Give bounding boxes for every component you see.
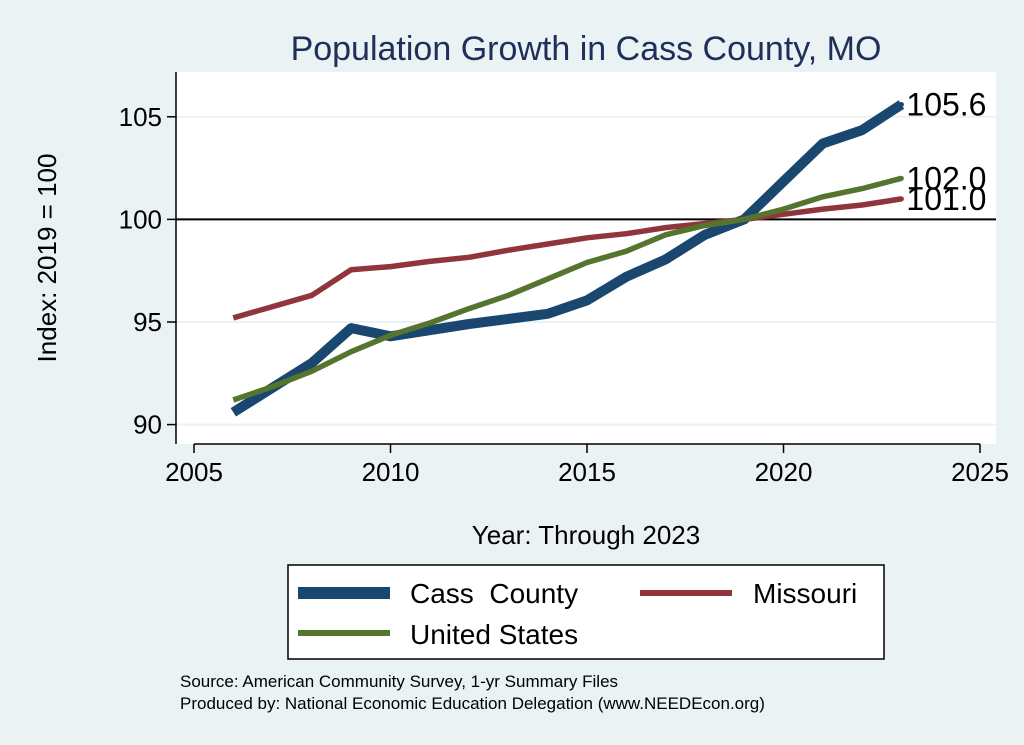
y-tick-label-105: 105 xyxy=(119,102,162,132)
x-tick-label-2005: 2005 xyxy=(165,457,223,487)
end-label-united-states: 102.0 xyxy=(906,160,986,196)
end-point-missouri xyxy=(898,196,904,202)
x-axis-title: Year: Through 2023 xyxy=(472,520,700,550)
end-label-missouri: 101.0 xyxy=(906,181,986,217)
legend-box xyxy=(287,564,885,660)
series-lines xyxy=(230,100,905,417)
legend-label-united-states: United States xyxy=(410,619,578,650)
series-line-missouri xyxy=(232,196,902,321)
end-point-united-states xyxy=(898,175,904,181)
chart-title: Population Growth in Cass County, MO xyxy=(291,30,882,68)
x-tick-label-2025: 2025 xyxy=(951,457,1009,487)
y-tick-label-95: 95 xyxy=(133,307,162,337)
legend-label-cass-county: Cass County xyxy=(410,578,578,609)
legend-label-missouri: Missouri xyxy=(753,578,857,609)
producer-note: Produced by: National Economic Education… xyxy=(180,694,765,713)
legend: Cass County Missouri United States xyxy=(287,564,885,660)
source-note: Source: American Community Survey, 1-yr … xyxy=(180,672,618,691)
end-point-cass-county xyxy=(898,101,904,107)
end-label-cass-county: 105.6 xyxy=(906,86,986,122)
axes: 90 95 100 105 2005 2010 2015 2020 2025 xyxy=(119,72,1009,487)
series-line-cass-county xyxy=(230,100,905,417)
x-tick-label-2020: 2020 xyxy=(755,457,813,487)
series-line-united-states xyxy=(232,175,903,403)
y-axis-title: Index: 2019 = 100 xyxy=(32,154,62,363)
y-tick-label-90: 90 xyxy=(133,410,162,440)
x-tick-label-2010: 2010 xyxy=(362,457,420,487)
y-tick-label-100: 100 xyxy=(119,204,162,234)
x-tick-label-2015: 2015 xyxy=(558,457,616,487)
